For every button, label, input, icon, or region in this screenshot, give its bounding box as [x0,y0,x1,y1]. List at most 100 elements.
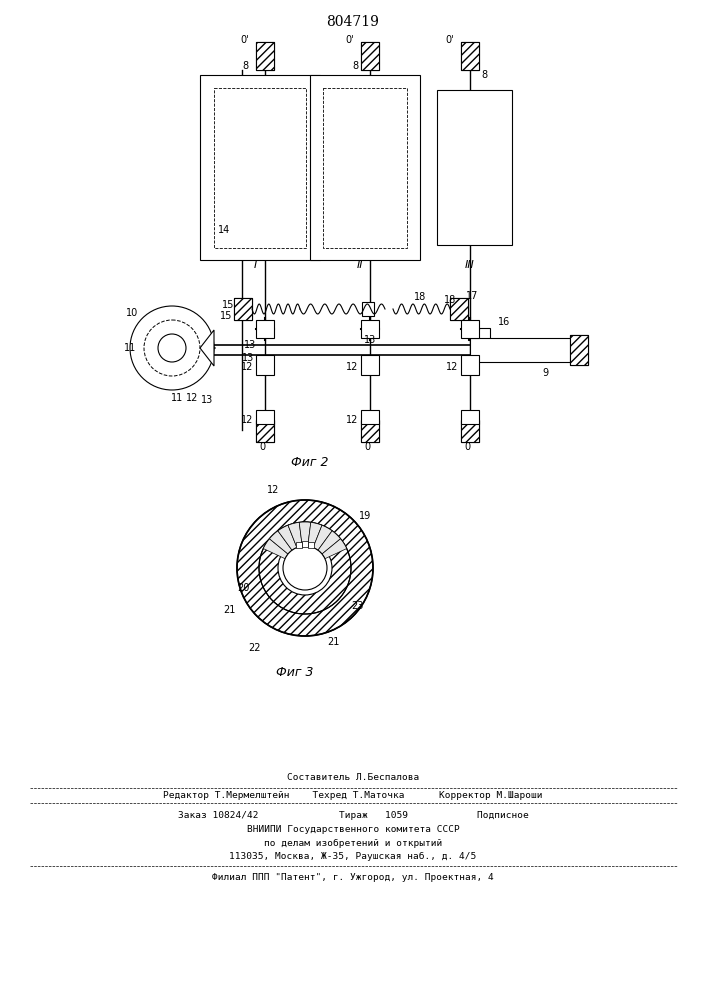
Text: 12: 12 [186,393,198,403]
Bar [461,42,479,70]
Text: 0: 0 [364,442,370,452]
Bar [234,298,252,320]
Bar [361,320,379,338]
Text: 18: 18 [414,292,426,302]
Bar [214,88,306,248]
Bar [302,541,308,547]
Text: 9: 9 [542,368,548,378]
Text: Составитель Л.Беспалова: Составитель Л.Беспалова [287,774,419,782]
Text: 113035, Москва, Ж-35, Раушская наб., д. 4/5: 113035, Москва, Ж-35, Раушская наб., д. … [229,851,477,861]
Bar [296,542,302,548]
Text: 23: 23 [351,601,363,611]
Text: 12: 12 [241,415,253,425]
Bar [256,410,274,424]
Bar [570,335,588,365]
Text: 8: 8 [481,70,487,80]
Bar [361,420,379,442]
Bar [200,75,320,260]
Text: 21: 21 [327,637,339,647]
Text: 12: 12 [446,362,458,372]
Text: 13: 13 [201,395,213,405]
Wedge shape [278,525,297,550]
Bar [361,42,379,70]
Circle shape [130,306,214,390]
Text: 14: 14 [218,225,230,235]
Bar [570,335,588,365]
Text: 8: 8 [352,61,358,71]
Text: Филиал ППП "Патент", г. Ужгород, ул. Проектная, 4: Филиал ППП "Патент", г. Ужгород, ул. Про… [212,874,494,882]
Text: III: III [465,260,475,270]
Text: 16: 16 [498,317,510,327]
Text: I: I [253,260,257,270]
Wedge shape [308,522,322,548]
Text: 0': 0' [240,35,250,45]
Bar [468,328,490,340]
Bar [461,42,479,70]
Bar [461,420,479,442]
Text: 15: 15 [222,300,234,310]
Bar [256,420,274,442]
Bar [461,420,479,442]
Bar [256,355,274,375]
Bar [256,420,274,442]
Text: 8: 8 [242,61,248,71]
Bar [361,355,379,375]
Text: Фиг 3: Фиг 3 [276,666,314,680]
Text: 15: 15 [220,311,232,321]
Bar [470,338,580,362]
Text: 21: 21 [223,605,235,615]
Bar [323,88,407,248]
Bar [461,320,479,338]
Circle shape [158,334,186,362]
Text: Фиг 2: Фиг 2 [291,456,329,468]
Text: 13: 13 [244,340,256,350]
Text: 11: 11 [124,343,136,353]
Bar [256,42,274,70]
Circle shape [144,320,200,376]
Text: ВНИИПИ Государственного комитета СССР: ВНИИПИ Государственного комитета СССР [247,826,460,834]
Text: 0: 0 [259,442,265,452]
Polygon shape [200,330,214,366]
Wedge shape [318,531,341,554]
Text: 0': 0' [445,35,455,45]
Text: по делам изобретений и открытий: по делам изобретений и открытий [264,838,442,848]
Circle shape [278,541,332,595]
Bar [361,42,379,70]
Circle shape [259,522,351,614]
Bar [362,302,374,316]
Bar [308,542,314,548]
Text: 13: 13 [242,353,254,363]
Text: 0: 0 [464,442,470,452]
Text: 22: 22 [249,643,262,653]
Text: II: II [357,260,363,270]
Text: 18: 18 [444,295,456,305]
Bar [361,420,379,442]
Text: 13: 13 [364,335,376,345]
Text: 12: 12 [346,415,358,425]
Bar [256,320,274,338]
Text: 20: 20 [237,583,249,593]
Bar [450,298,468,320]
Wedge shape [322,539,346,559]
Text: 12: 12 [346,362,358,372]
Bar [256,42,274,70]
Bar [310,75,420,260]
Text: 11: 11 [171,393,183,403]
Text: 19: 19 [359,511,371,521]
Wedge shape [299,522,311,546]
Bar [461,410,479,424]
Bar [461,355,479,375]
Bar [450,298,468,320]
Text: 12: 12 [241,362,253,372]
Wedge shape [269,531,292,554]
Circle shape [283,546,327,590]
Bar [234,298,252,320]
Bar [361,410,379,424]
Text: 17: 17 [466,291,478,301]
Bar [437,90,512,245]
Text: 804719: 804719 [327,15,380,29]
Wedge shape [313,525,332,550]
Text: 10: 10 [126,308,138,318]
Wedge shape [263,539,288,559]
Text: Заказ 10824/42              Тираж   1059            Подписное: Заказ 10824/42 Тираж 1059 Подписное [177,812,528,820]
